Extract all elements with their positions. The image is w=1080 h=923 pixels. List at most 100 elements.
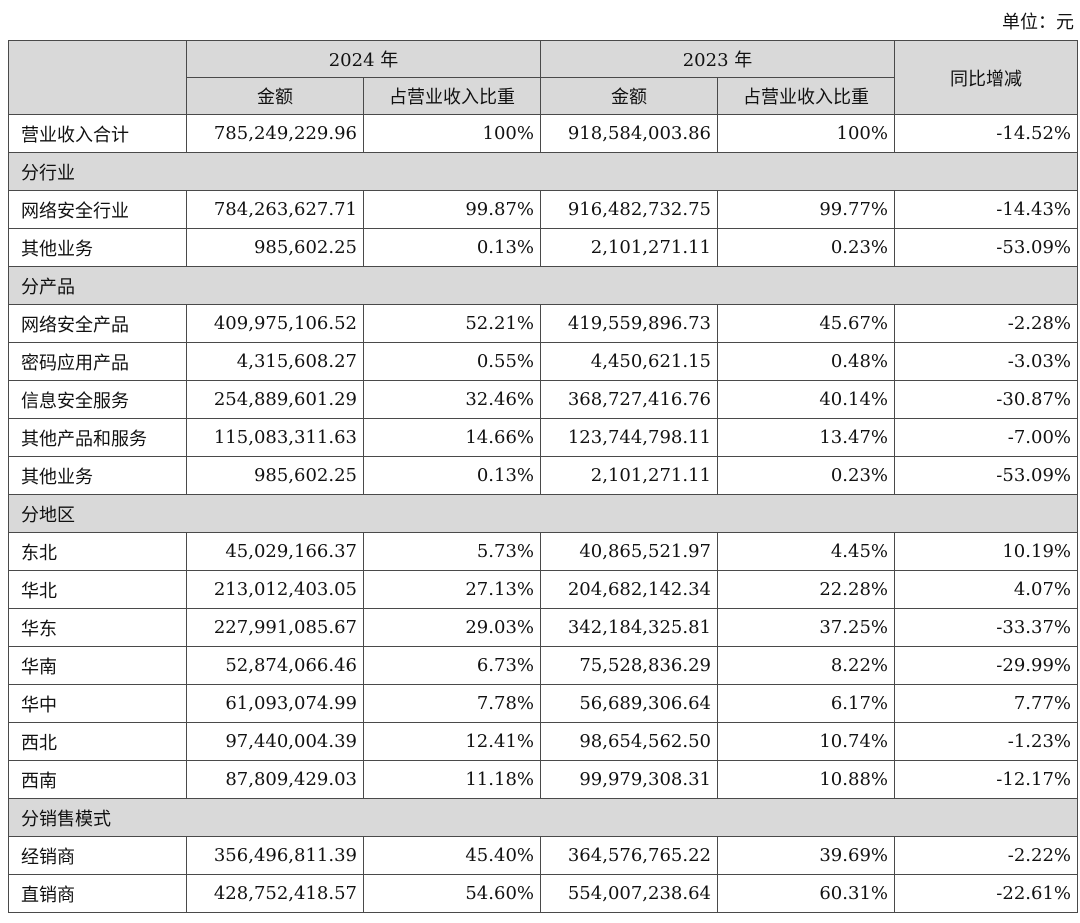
amount-2023-cell: 918,584,003.86 (540, 114, 718, 153)
amount-2024-cell: 52,874,066.46 (186, 646, 364, 685)
share-2023-cell: 10.74% (717, 722, 895, 761)
amount-2024-cell: 985,602.25 (186, 456, 364, 495)
total-row: 营业收入合计 785,249,229.96 100% 918,584,003.8… (8, 114, 1078, 153)
amount-2023-cell: 2,101,271.11 (540, 228, 718, 267)
table-row: 其他产品和服务 115,083,311.63 14.66% 123,744,798.1… (8, 418, 1078, 457)
table-row: 西北 97,440,004.39 12.41% 98,654,562.50 10.74%… (8, 722, 1078, 761)
section-header-row: 分产品 (8, 266, 1078, 305)
share-2024-cell: 32.46% (363, 380, 541, 419)
table-row: 其他业务 985,602.25 0.13% 2,101,271.11 0.23% -53.… (8, 456, 1078, 495)
amount-2023-cell: 204,682,142.34 (540, 570, 718, 609)
row-label: 网络安全行业 (8, 190, 187, 229)
amount-2023-cell: 916,482,732.75 (540, 190, 718, 229)
share-2023-cell: 13.47% (717, 418, 895, 457)
amount-2024-cell: 785,249,229.96 (186, 114, 364, 153)
share-2023-cell: 39.69% (717, 836, 895, 875)
amount-2023-cell: 98,654,562.50 (540, 722, 718, 761)
share-2024-cell: 5.73% (363, 532, 541, 571)
yoy-cell: -53.09% (894, 228, 1078, 267)
row-label: 西北 (8, 722, 187, 761)
yoy-cell: -3.03% (894, 342, 1078, 381)
amount-2024-cell: 61,093,074.99 (186, 684, 364, 723)
share-2024-cell: 100% (363, 114, 541, 153)
amount-2023-cell: 2,101,271.11 (540, 456, 718, 495)
yoy-cell: -2.22% (894, 836, 1078, 875)
unit-label: 单位：元 (1002, 12, 1074, 33)
section-title: 分产品 (8, 266, 1078, 305)
table-row: 东北 45,029,166.37 5.73% 40,865,521.97 4.45% 10… (8, 532, 1078, 571)
amount-2023-cell: 342,184,325.81 (540, 608, 718, 647)
table-body: 营业收入合计 785,249,229.96 100% 918,584,003.8… (8, 114, 1078, 913)
row-label: 营业收入合计 (8, 114, 187, 153)
amount-2024-cell: 985,602.25 (186, 228, 364, 267)
row-label: 华南 (8, 646, 187, 685)
yoy-cell: -7.00% (894, 418, 1078, 457)
table-row: 密码应用产品 4,315,608.27 0.55% 4,450,621.15 0.48%… (8, 342, 1078, 381)
table-row: 华中 61,093,074.99 7.78% 56,689,306.64 6.17% 7.… (8, 684, 1078, 723)
row-label: 东北 (8, 532, 187, 571)
yoy-cell: -12.17% (894, 760, 1078, 799)
amount-2024-cell: 784,263,627.71 (186, 190, 364, 229)
amount-2024-cell: 428,752,418.57 (186, 874, 364, 913)
table-row: 华东 227,991,085.67 29.03% 342,184,325.81 37.2… (8, 608, 1078, 647)
row-label: 经销商 (8, 836, 187, 875)
yoy-cell: 10.19% (894, 532, 1078, 571)
amount-2024-cell: 227,991,085.67 (186, 608, 364, 647)
share-2023-cell: 8.22% (717, 646, 895, 685)
share-2024-cell: 14.66% (363, 418, 541, 457)
yoy-cell: -2.28% (894, 304, 1078, 343)
table-row: 经销商 356,496,811.39 45.40% 364,576,765.22 39.… (8, 836, 1078, 875)
row-label: 华北 (8, 570, 187, 609)
share-2024-cell: 12.41% (363, 722, 541, 761)
table-row: 信息安全服务 254,889,601.29 32.46% 368,727,416.76… (8, 380, 1078, 419)
row-label: 其他业务 (8, 456, 187, 495)
yoy-cell: -29.99% (894, 646, 1078, 685)
share-2023-cell: 37.25% (717, 608, 895, 647)
share-2023-cell: 40.14% (717, 380, 895, 419)
section-header-row: 分地区 (8, 494, 1078, 533)
amount-2023-cell: 368,727,416.76 (540, 380, 718, 419)
share-2024-cell: 99.87% (363, 190, 541, 229)
amount-2024-cell: 97,440,004.39 (186, 722, 364, 761)
row-label: 华东 (8, 608, 187, 647)
yoy-cell: 7.77% (894, 684, 1078, 723)
header-share-2023: 占营业收入比重 (717, 77, 895, 115)
row-label: 密码应用产品 (8, 342, 187, 381)
section-header-row: 分销售模式 (8, 798, 1078, 837)
table-row: 西南 87,809,429.03 11.18% 99,979,308.31 10.88%… (8, 760, 1078, 799)
share-2023-cell: 45.67% (717, 304, 895, 343)
share-2023-cell: 10.88% (717, 760, 895, 799)
section-title: 分销售模式 (8, 798, 1078, 837)
share-2023-cell: 22.28% (717, 570, 895, 609)
share-2024-cell: 52.21% (363, 304, 541, 343)
yoy-cell: -14.43% (894, 190, 1078, 229)
amount-2023-cell: 123,744,798.11 (540, 418, 718, 457)
share-2024-cell: 45.40% (363, 836, 541, 875)
amount-2024-cell: 213,012,403.05 (186, 570, 364, 609)
row-label: 其他产品和服务 (8, 418, 187, 457)
section-title: 分行业 (8, 152, 1078, 191)
share-2024-cell: 54.60% (363, 874, 541, 913)
section-title: 分地区 (8, 494, 1078, 533)
yoy-cell: -22.61% (894, 874, 1078, 913)
amount-2024-cell: 254,889,601.29 (186, 380, 364, 419)
amount-2024-cell: 115,083,311.63 (186, 418, 364, 457)
header-amount-2023: 金额 (540, 77, 718, 115)
yoy-cell: -1.23% (894, 722, 1078, 761)
share-2024-cell: 7.78% (363, 684, 541, 723)
share-2023-cell: 99.77% (717, 190, 895, 229)
amount-2023-cell: 75,528,836.29 (540, 646, 718, 685)
table-row: 华北 213,012,403.05 27.13% 204,682,142.34 22.2… (8, 570, 1078, 609)
share-2023-cell: 6.17% (717, 684, 895, 723)
share-2023-cell: 60.31% (717, 874, 895, 913)
row-label: 其他业务 (8, 228, 187, 267)
amount-2024-cell: 356,496,811.39 (186, 836, 364, 875)
amount-2024-cell: 45,029,166.37 (186, 532, 364, 571)
yoy-cell: 4.07% (894, 570, 1078, 609)
header-share-2024: 占营业收入比重 (363, 77, 541, 115)
table-row: 网络安全产品 409,975,106.52 52.21% 419,559,896.73… (8, 304, 1078, 343)
share-2024-cell: 29.03% (363, 608, 541, 647)
amount-2024-cell: 4,315,608.27 (186, 342, 364, 381)
share-2024-cell: 0.13% (363, 456, 541, 495)
amount-2024-cell: 409,975,106.52 (186, 304, 364, 343)
